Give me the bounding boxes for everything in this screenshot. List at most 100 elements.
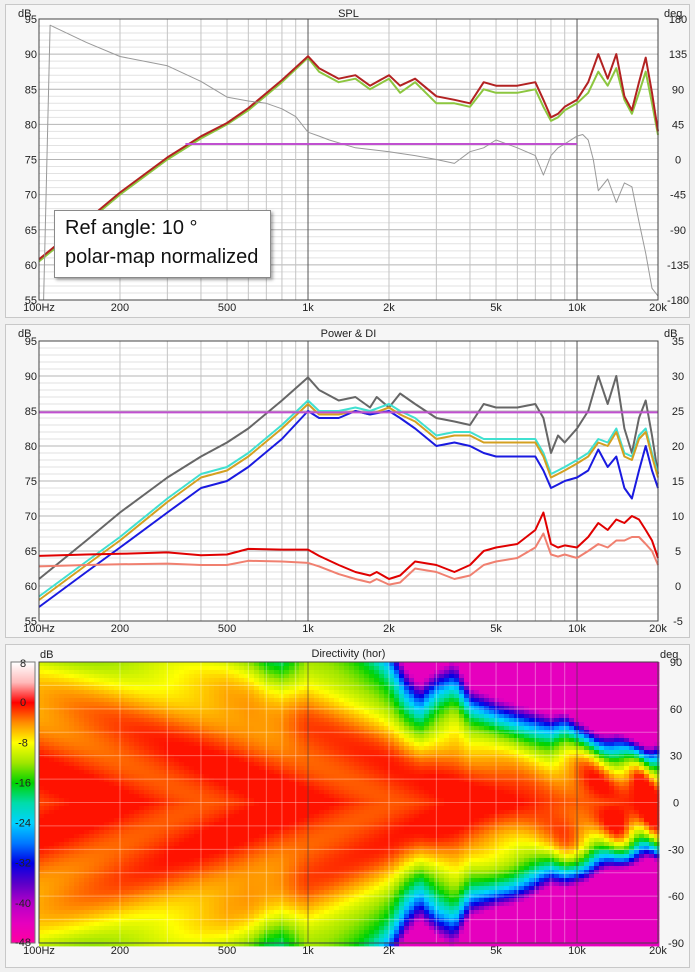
heatmap-cell (234, 922, 240, 927)
heatmap-cell (149, 694, 155, 699)
heatmap-cell (214, 926, 220, 931)
colorbar-band (11, 828, 35, 830)
heatmap-cell (279, 882, 285, 887)
heatmap-cell (84, 734, 90, 739)
heatmap-cell (304, 814, 310, 819)
heatmap-cell (89, 714, 95, 719)
heatmap-cell (329, 902, 335, 907)
heatmap-cell (319, 782, 325, 787)
heatmap-cell (124, 774, 130, 779)
heatmap-cell (294, 666, 300, 671)
heatmap-cell (104, 806, 110, 811)
heatmap-cell (149, 902, 155, 907)
heatmap-cell (104, 914, 110, 919)
heatmap-cell (149, 678, 155, 683)
heatmap-cell (349, 922, 355, 927)
heatmap-cell (69, 942, 75, 947)
heatmap-cell (169, 690, 175, 695)
heatmap-cell (319, 674, 325, 679)
heatmap-cell (204, 786, 210, 791)
heatmap-cell (244, 754, 250, 759)
heatmap-cell (269, 770, 275, 775)
heatmap-cell (89, 890, 95, 895)
heatmap-cell (199, 846, 205, 851)
heatmap-cell (149, 834, 155, 839)
heatmap-cell (219, 706, 225, 711)
heatmap-cell (59, 850, 65, 855)
heatmap-cell (209, 942, 215, 947)
heatmap-cell (244, 670, 250, 675)
heatmap-cell (264, 774, 270, 779)
heatmap-cell (324, 922, 330, 927)
heatmap-cell (304, 914, 310, 919)
heatmap-cell (169, 902, 175, 907)
heatmap-cell (229, 814, 235, 819)
heatmap-cell (329, 926, 335, 931)
heatmap-cell (49, 930, 55, 935)
heatmap-cell (134, 890, 140, 895)
colorbar-band (11, 838, 35, 840)
heatmap-cell (89, 666, 95, 671)
heatmap-cell (159, 674, 165, 679)
heatmap-cell (189, 838, 195, 843)
heatmap-cell (309, 918, 315, 923)
heatmap-cell (259, 930, 265, 935)
heatmap-cell (244, 854, 250, 859)
heatmap-cell (189, 878, 195, 883)
colorbar-band (11, 917, 35, 919)
colorbar-band (11, 802, 35, 804)
heatmap-cell (184, 878, 190, 883)
heatmap-cell (194, 822, 200, 827)
heatmap-cell (214, 686, 220, 691)
heatmap-cell (59, 862, 65, 867)
heatmap-cell (114, 882, 120, 887)
heatmap-cell (329, 746, 335, 751)
heatmap-cell (274, 846, 280, 851)
heatmap-cell (184, 862, 190, 867)
heatmap-cell (299, 826, 305, 831)
heatmap-cell (164, 758, 170, 763)
heatmap-cell (94, 894, 100, 899)
heatmap-cell (319, 926, 325, 931)
heatmap-cell (349, 934, 355, 939)
heatmap-cell (99, 794, 105, 799)
heatmap-cell (319, 722, 325, 727)
heatmap-cell (174, 858, 180, 863)
heatmap-cell (114, 794, 120, 799)
heatmap-cell (259, 790, 265, 795)
heatmap-cell (289, 778, 295, 783)
heatmap-cell (94, 910, 100, 915)
heatmap-cell (234, 806, 240, 811)
heatmap-cell (199, 922, 205, 927)
heatmap-cell (264, 826, 270, 831)
heatmap-cell (309, 782, 315, 787)
heatmap-cell (234, 694, 240, 699)
heatmap-cell (74, 798, 80, 803)
heatmap-cell (309, 938, 315, 943)
heatmap-cell (164, 738, 170, 743)
heatmap-cell (184, 814, 190, 819)
heatmap-cell (39, 774, 45, 779)
heatmap-cell (54, 670, 60, 675)
heatmap-cell (309, 886, 315, 891)
heatmap-cell (344, 890, 350, 895)
heatmap-cell (194, 874, 200, 879)
heatmap-cell (319, 802, 325, 807)
heatmap-cell (174, 682, 180, 687)
heatmap-cell (314, 826, 320, 831)
colorbar-band (11, 687, 35, 689)
heatmap-cell (169, 834, 175, 839)
heatmap-cell (164, 906, 170, 911)
heatmap-cell (259, 682, 265, 687)
heatmap-cell (284, 762, 290, 767)
heatmap-cell (299, 794, 305, 799)
heatmap-cell (179, 862, 185, 867)
heatmap-cell (94, 694, 100, 699)
heatmap-cell (279, 706, 285, 711)
heatmap-cell (44, 738, 50, 743)
heatmap-cell (124, 710, 130, 715)
heatmap-cell (299, 814, 305, 819)
heatmap-cell (114, 814, 120, 819)
heatmap-cell (259, 886, 265, 891)
heatmap-cell (279, 714, 285, 719)
